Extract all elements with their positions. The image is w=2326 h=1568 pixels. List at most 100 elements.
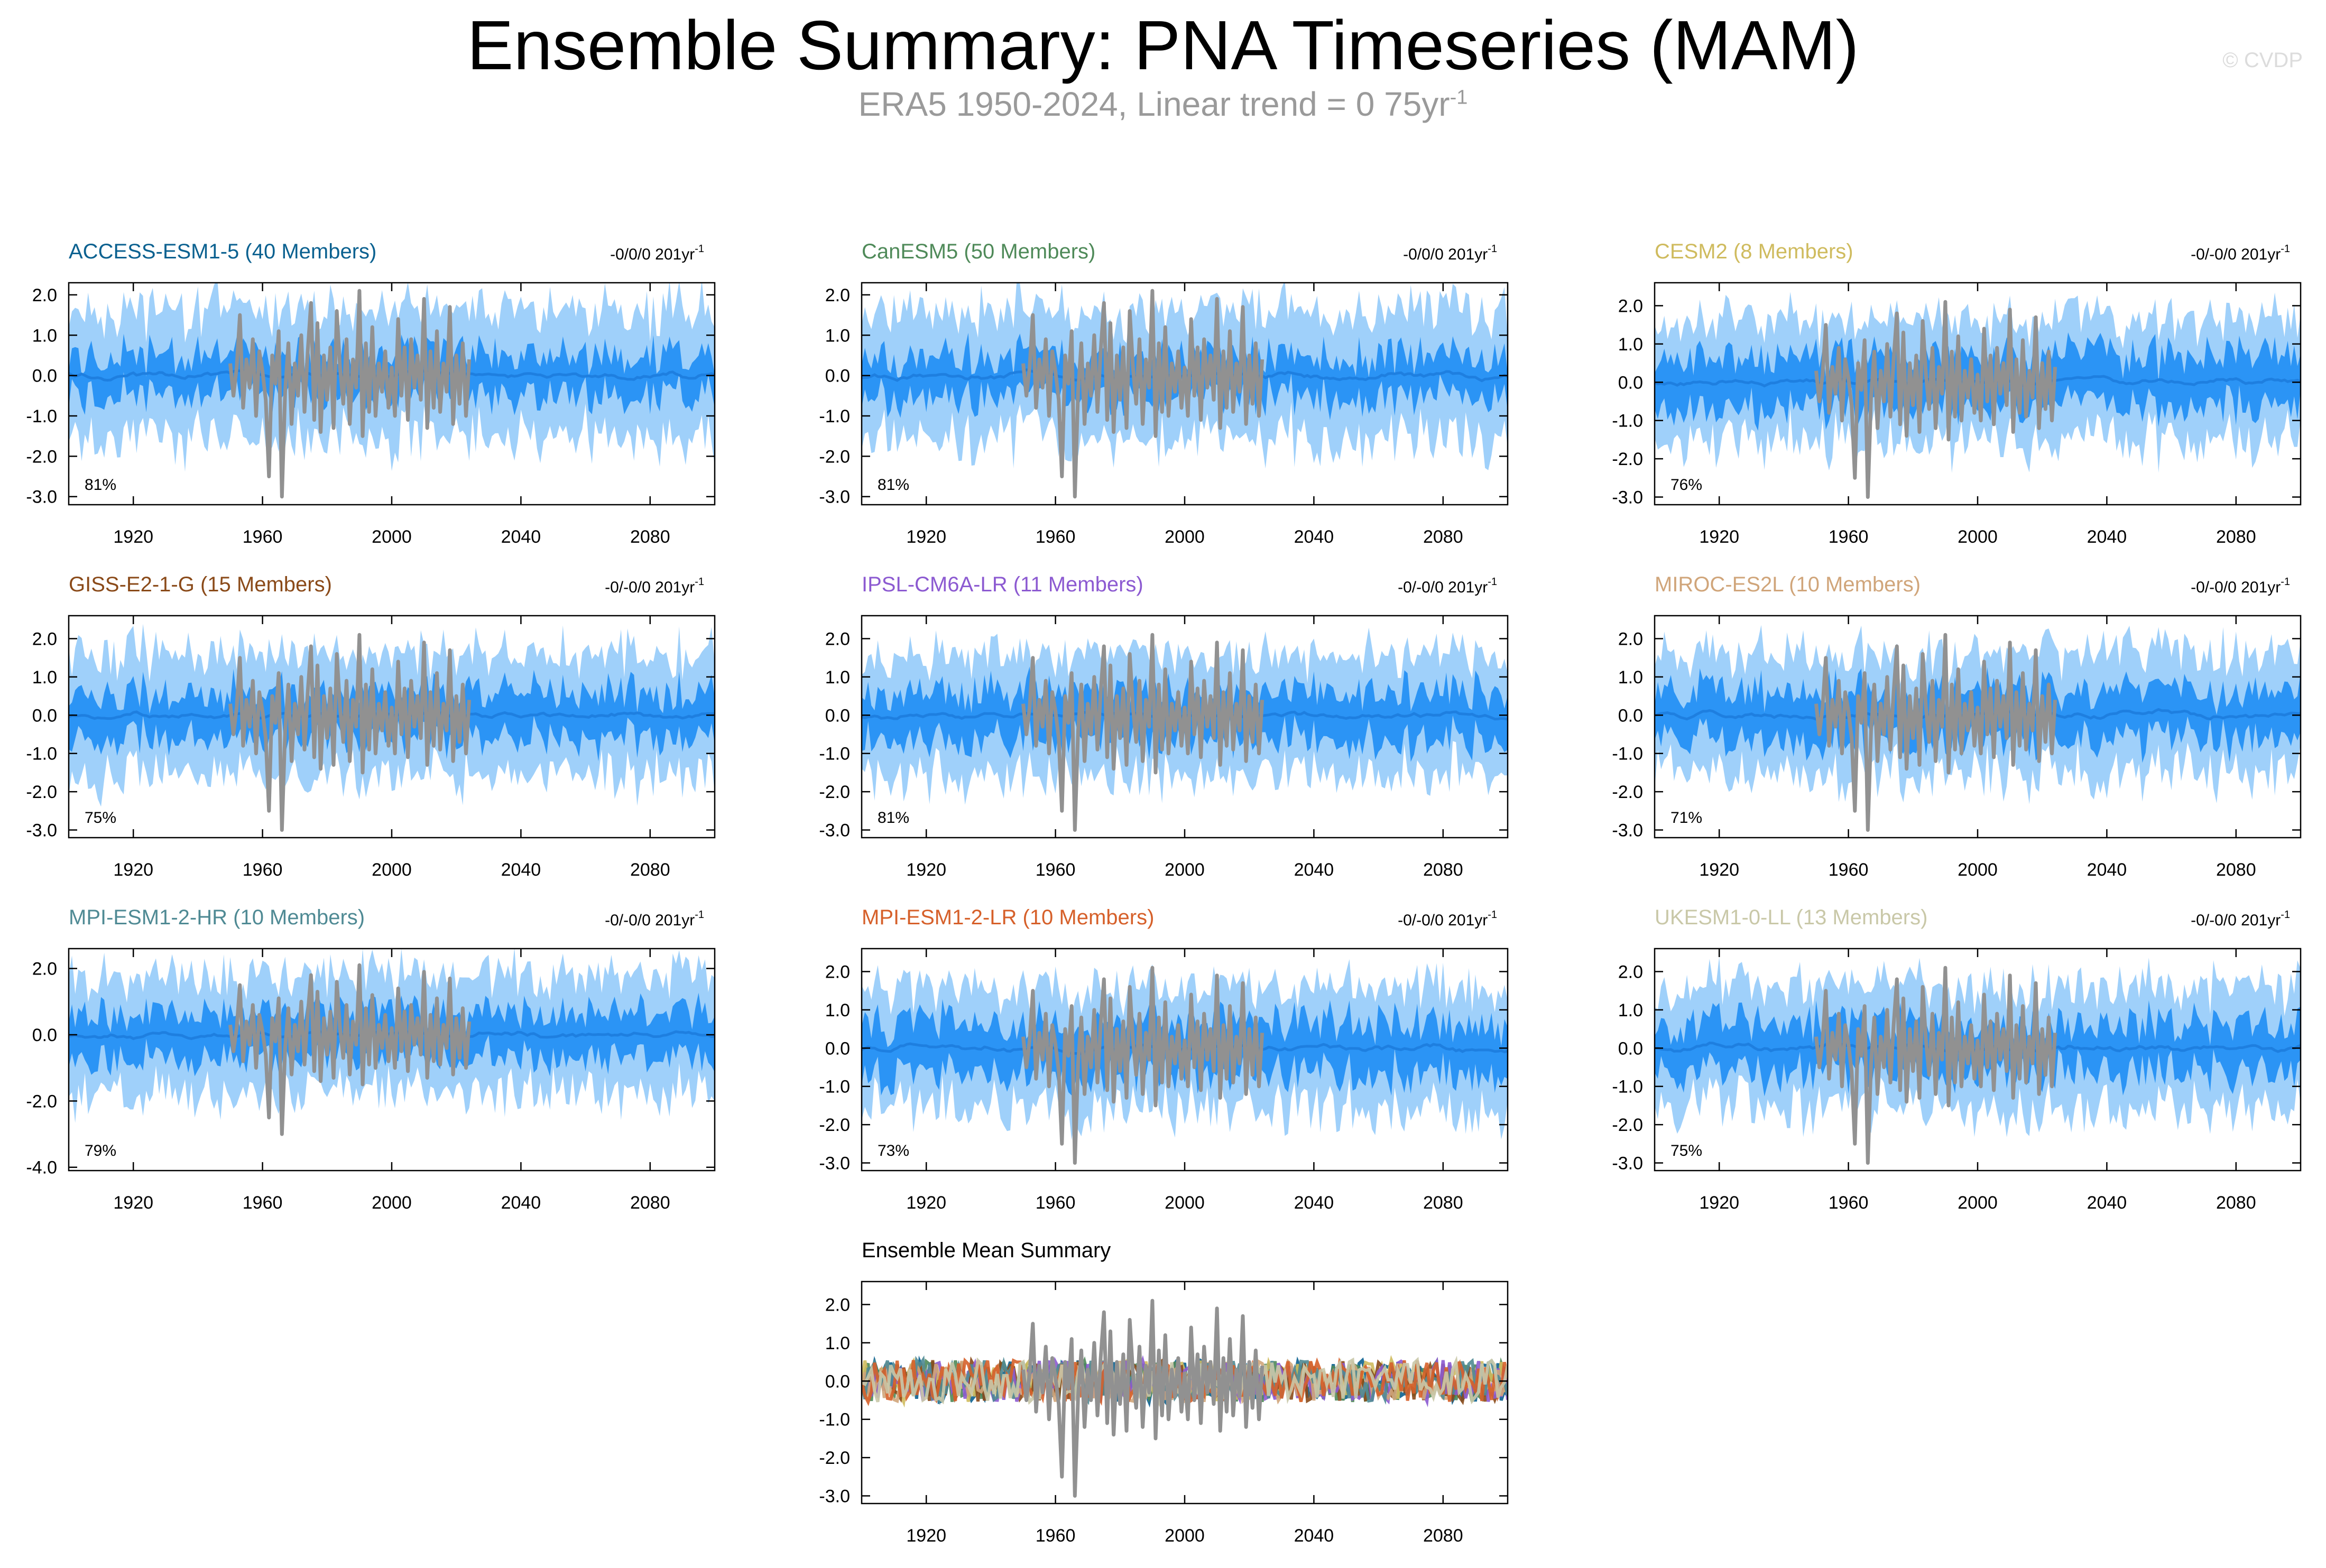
subtitle-text: ERA5 1950-2024, Linear trend = 0 75yr — [858, 85, 1450, 123]
figure-title: Ensemble Summary: PNA Timeseries (MAM) — [467, 6, 1859, 84]
x-tick-label: 2000 — [1958, 527, 1998, 547]
panel-title: Ensemble Mean Summary — [862, 1239, 1111, 1262]
plot-area — [862, 283, 1508, 499]
panel-title: GISS-E2-1-G (15 Members) — [69, 573, 332, 596]
x-tick-label: 2000 — [372, 1193, 412, 1213]
x-tick-label: 2000 — [1165, 1193, 1205, 1213]
panel-title: MPI-ESM1-2-LR (10 Members) — [862, 906, 1154, 929]
y-tick-label: 2.0 — [1618, 962, 1643, 982]
y-tick-label: 1.0 — [825, 1333, 850, 1353]
trend-value: -0/-0/0 201yr — [605, 912, 695, 929]
x-tick-label: 2040 — [2087, 860, 2127, 880]
x-tick-label: 2000 — [1165, 527, 1205, 547]
y-tick-label: -1.0 — [819, 1410, 850, 1430]
plot-area — [1655, 625, 2301, 832]
y-tick-label: 1.0 — [825, 1000, 850, 1020]
y-tick-label: 1.0 — [32, 326, 57, 346]
x-tick-label: 1960 — [1829, 527, 1869, 547]
x-tick-label: 1920 — [1699, 527, 1739, 547]
x-tick-label: 2080 — [630, 527, 670, 547]
trend-label: -0/-0/0 201yr-1 — [605, 909, 704, 929]
y-tick-label: -1.0 — [819, 406, 850, 426]
observations-line — [1814, 966, 2057, 1165]
trend-value: -0/0/0 201yr — [1403, 246, 1488, 263]
x-tick-label: 1920 — [906, 860, 946, 880]
x-tick-label: 1920 — [113, 860, 153, 880]
plot-area — [862, 959, 1508, 1165]
observations-line — [228, 289, 472, 499]
y-tick-label: -1.0 — [26, 406, 57, 426]
trend-label: -0/-0/0 201yr-1 — [1398, 909, 1497, 929]
y-tick-label: -3.0 — [1612, 1154, 1643, 1174]
y-tick-label: 0.0 — [1618, 1038, 1643, 1059]
x-tick-label: 1920 — [1699, 860, 1739, 880]
observations-line — [1814, 633, 2057, 832]
observations-line — [1021, 633, 1264, 832]
y-tick-label: 2.0 — [32, 285, 57, 305]
percent-label: 81% — [878, 476, 909, 494]
y-tick-label: 1.0 — [1618, 335, 1643, 355]
y-tick-label: -2.0 — [819, 782, 850, 802]
y-tick-label: 0.0 — [1618, 706, 1643, 726]
y-tick-label: 2.0 — [32, 959, 57, 979]
x-tick-label: 2040 — [1294, 1526, 1334, 1546]
x-tick-label: 1960 — [243, 1193, 283, 1213]
subtitle-superscript: -1 — [1450, 86, 1468, 109]
panel-canesm5: 2.0 1.0 0.0 -1.0 -2.0 -3.0 1920 1960 2000 2040 208… — [819, 240, 1509, 547]
y-tick-label: 2.0 — [825, 629, 850, 649]
panel-title: MPI-ESM1-2-HR (10 Members) — [69, 906, 365, 929]
trend-value: -0/-0/0 201yr — [605, 579, 695, 596]
x-tick-label: 1960 — [243, 527, 283, 547]
x-tick-label: 1960 — [1036, 527, 1076, 547]
panel-title: ACCESS-ESM1-5 (40 Members) — [69, 240, 376, 263]
plot-area — [69, 949, 715, 1136]
y-tick-label: 2.0 — [825, 285, 850, 305]
x-tick-label: 2000 — [1165, 860, 1205, 880]
series-line-mpi-esm1-2-lr — [862, 1357, 1508, 1406]
x-tick-label: 2040 — [501, 527, 541, 547]
x-tick-label: 1920 — [113, 527, 153, 547]
plot-area — [1655, 292, 2301, 499]
y-tick-label: 2.0 — [825, 1295, 850, 1315]
y-tick-label: -2.0 — [26, 447, 57, 467]
y-tick-label: 0.0 — [1618, 373, 1643, 393]
trend-superscript: -1 — [695, 909, 704, 921]
panel-cesm2: 2.0 1.0 0.0 -1.0 -2.0 -3.0 1920 1960 2000 2040 208… — [1612, 240, 2302, 547]
x-tick-label: 2000 — [372, 860, 412, 880]
y-tick-label: 0.0 — [825, 706, 850, 726]
panel-mpi-esm1-2-lr: 2.0 1.0 0.0 -1.0 -2.0 -3.0 1920 1960 2000 2040 208… — [819, 906, 1509, 1213]
x-tick-label: 1920 — [1699, 1193, 1739, 1213]
y-tick-label: 1.0 — [32, 667, 57, 688]
panel-miroc-es2l: 2.0 1.0 0.0 -1.0 -2.0 -3.0 1920 1960 2000 2040 208… — [1612, 573, 2302, 880]
y-tick-label: -1.0 — [1612, 411, 1643, 431]
y-tick-label: -1.0 — [819, 744, 850, 764]
observations-line — [228, 963, 472, 1136]
x-tick-label: 2040 — [1294, 860, 1334, 880]
trend-value: -0/0/0 201yr — [610, 246, 695, 263]
y-tick-label: 0.0 — [825, 1371, 850, 1391]
x-tick-label: 1920 — [906, 1193, 946, 1213]
y-tick-label: -2.0 — [1612, 782, 1643, 802]
observations-line — [1021, 289, 1264, 499]
y-tick-label: 1.0 — [825, 326, 850, 346]
y-tick-label: -2.0 — [1612, 1115, 1643, 1135]
observations-line — [1021, 1298, 1264, 1498]
percent-label: 73% — [878, 1142, 909, 1159]
trend-label: -0/-0/0 201yr-1 — [2191, 909, 2290, 929]
x-tick-label: 2000 — [1165, 1526, 1205, 1546]
y-tick-label: -1.0 — [1612, 1077, 1643, 1097]
trend-label: -0/-0/0 201yr-1 — [2191, 243, 2290, 263]
panel-ensemble-mean-summary: 2.0 1.0 0.0 -1.0 -2.0 -3.0 1920 1960 2000 2040 208… — [819, 1239, 1509, 1546]
trend-superscript: -1 — [1488, 243, 1497, 255]
x-tick-label: 1960 — [1036, 1193, 1076, 1213]
y-tick-label: -3.0 — [819, 821, 850, 841]
x-tick-label: 1960 — [1829, 860, 1869, 880]
y-tick-label: 1.0 — [1618, 1000, 1643, 1020]
y-tick-label: -2.0 — [26, 1091, 57, 1111]
y-tick-label: -3.0 — [819, 1154, 850, 1174]
x-tick-label: 2040 — [1294, 1193, 1334, 1213]
x-tick-label: 2080 — [630, 1193, 670, 1213]
observations-line — [1814, 300, 2057, 499]
x-tick-label: 2040 — [501, 860, 541, 880]
